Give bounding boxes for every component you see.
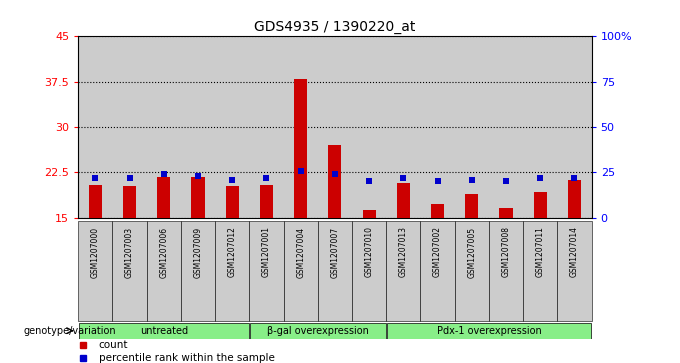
Text: GSM1207000: GSM1207000	[91, 227, 100, 278]
Bar	[489, 36, 523, 218]
Text: GSM1207003: GSM1207003	[125, 227, 134, 278]
Bar	[568, 180, 581, 218]
Text: GSM1207009: GSM1207009	[194, 227, 203, 278]
Bar	[420, 36, 455, 218]
Bar	[157, 177, 171, 218]
Bar	[534, 192, 547, 218]
Text: GSM1207002: GSM1207002	[433, 227, 442, 277]
Bar	[328, 145, 341, 218]
Bar	[78, 36, 112, 218]
Bar	[147, 221, 181, 321]
Text: count: count	[99, 340, 129, 350]
Bar	[181, 221, 215, 321]
Bar	[250, 323, 386, 339]
Bar	[250, 36, 284, 218]
Bar	[215, 36, 250, 218]
Bar	[352, 221, 386, 321]
Title: GDS4935 / 1390220_at: GDS4935 / 1390220_at	[254, 20, 415, 34]
Bar	[123, 186, 136, 218]
Bar	[226, 186, 239, 218]
Bar	[294, 79, 307, 218]
Text: GSM1207007: GSM1207007	[330, 227, 339, 278]
Text: GSM1207011: GSM1207011	[536, 227, 545, 277]
Bar	[191, 177, 205, 218]
Text: GSM1207012: GSM1207012	[228, 227, 237, 277]
Bar	[181, 36, 215, 218]
Bar	[112, 221, 147, 321]
Bar	[465, 193, 479, 218]
Bar	[215, 221, 250, 321]
Bar	[489, 221, 523, 321]
Bar	[88, 184, 102, 218]
Text: genotype/variation: genotype/variation	[23, 326, 116, 336]
Bar	[386, 221, 420, 321]
Bar	[284, 221, 318, 321]
Bar	[147, 36, 181, 218]
Bar	[318, 36, 352, 218]
Bar	[455, 221, 489, 321]
Bar	[523, 36, 558, 218]
Text: GSM1207006: GSM1207006	[159, 227, 168, 278]
Bar	[455, 36, 489, 218]
Bar	[523, 221, 558, 321]
Text: β-gal overexpression: β-gal overexpression	[267, 326, 369, 336]
Text: GSM1207004: GSM1207004	[296, 227, 305, 278]
Bar	[558, 36, 592, 218]
Bar	[112, 36, 147, 218]
Bar	[396, 183, 410, 218]
Text: GSM1207013: GSM1207013	[399, 227, 408, 277]
Bar	[79, 323, 249, 339]
Text: Pdx-1 overexpression: Pdx-1 overexpression	[437, 326, 541, 336]
Bar	[318, 221, 352, 321]
Text: GSM1207001: GSM1207001	[262, 227, 271, 277]
Bar	[499, 208, 513, 218]
Bar	[362, 210, 376, 218]
Text: GSM1207010: GSM1207010	[364, 227, 373, 277]
Bar	[431, 204, 444, 218]
Bar	[260, 184, 273, 218]
Bar	[387, 323, 591, 339]
Text: GSM1207008: GSM1207008	[502, 227, 511, 277]
Bar	[558, 221, 592, 321]
Bar	[78, 221, 112, 321]
Bar	[250, 221, 284, 321]
Text: GSM1207014: GSM1207014	[570, 227, 579, 277]
Bar	[386, 36, 420, 218]
Bar	[284, 36, 318, 218]
Bar	[420, 221, 455, 321]
Text: untreated: untreated	[139, 326, 188, 336]
Text: GSM1207005: GSM1207005	[467, 227, 476, 278]
Text: percentile rank within the sample: percentile rank within the sample	[99, 353, 275, 363]
Bar	[352, 36, 386, 218]
